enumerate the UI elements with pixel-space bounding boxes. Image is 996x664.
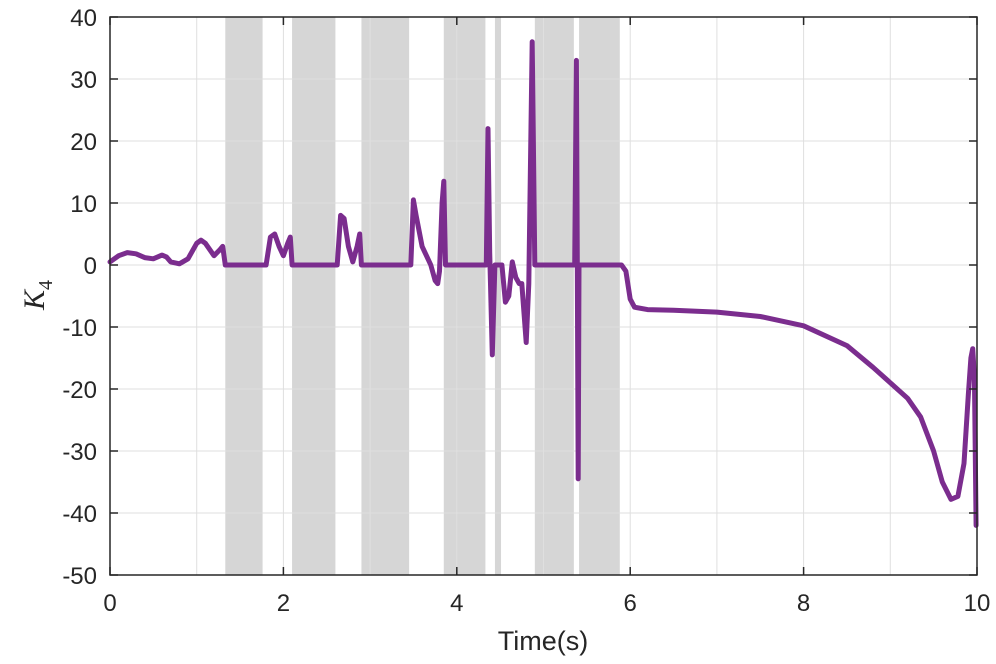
y-tick-label: -30 <box>62 439 97 466</box>
series-layer <box>107 39 979 528</box>
x-tick-label: 4 <box>450 590 463 617</box>
series-line <box>107 39 979 528</box>
shaded-interval <box>361 17 410 575</box>
x-axis-label: Time(s) <box>498 626 588 656</box>
y-tick-label: 10 <box>70 191 97 218</box>
x-tick-label: 8 <box>797 590 810 617</box>
y-axis-label: K4 <box>18 280 57 311</box>
x-tick-label: 0 <box>103 590 116 617</box>
shaded-interval <box>292 17 336 575</box>
shaded-interval <box>225 17 263 575</box>
shaded-interval <box>534 17 574 575</box>
y-tick-label: -20 <box>62 377 97 404</box>
y-tick-label: 30 <box>70 67 97 94</box>
y-tick-label: -40 <box>62 501 97 528</box>
shaded-interval <box>494 17 502 575</box>
x-tick-label: 6 <box>624 590 637 617</box>
y-tick-label: -10 <box>62 315 97 342</box>
plot-frame <box>109 16 978 576</box>
shaded-interval <box>443 17 486 575</box>
y-axis-label-sub: 4 <box>35 280 57 290</box>
y-tick-label: -50 <box>62 563 97 590</box>
y-tick-label: 40 <box>70 5 97 32</box>
axis-ticks: 0 2 4 6 8 10 40 30 20 10 0 -10 -20 -30 -40 -50 <box>62 5 990 617</box>
x-tick-label: 2 <box>277 590 290 617</box>
shaded-interval <box>579 17 620 575</box>
x-tick-label: 10 <box>964 590 991 617</box>
y-tick-label: 0 <box>84 253 97 280</box>
shaded-intervals <box>225 17 620 575</box>
y-axis-label-main: K <box>18 288 51 311</box>
y-tick-label: 20 <box>70 129 97 156</box>
